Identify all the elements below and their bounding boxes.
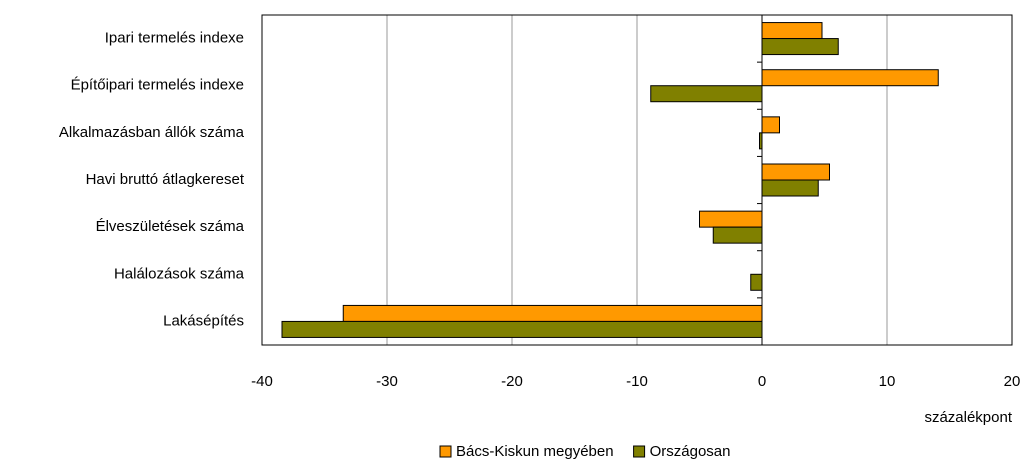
bar bbox=[761, 116, 780, 134]
bar bbox=[761, 22, 823, 40]
bar bbox=[761, 163, 830, 181]
legend-label: Országosan bbox=[650, 443, 731, 460]
y-tick-label: Ipari termelés indexe bbox=[105, 30, 244, 47]
y-tick-label: Élveszületések száma bbox=[96, 218, 245, 235]
legend-swatch bbox=[633, 445, 646, 458]
bar bbox=[761, 69, 939, 87]
bar bbox=[761, 179, 819, 197]
bar bbox=[761, 38, 839, 56]
bar bbox=[650, 85, 763, 103]
y-tick-label: Lakásépítés bbox=[163, 312, 244, 329]
legend-label: Bács-Kiskun megyében bbox=[456, 443, 614, 460]
bar bbox=[750, 273, 763, 291]
x-tick-label: -40 bbox=[251, 373, 273, 390]
legend-swatch bbox=[439, 445, 452, 458]
x-tick-label: -10 bbox=[626, 373, 648, 390]
x-tick-label: -20 bbox=[501, 373, 523, 390]
x-tick-label: 0 bbox=[758, 373, 766, 390]
x-tick-label: -30 bbox=[376, 373, 398, 390]
bar bbox=[281, 320, 763, 338]
y-tick-label: Halálozások száma bbox=[114, 265, 245, 282]
y-tick-label: Építőipari termelés indexe bbox=[71, 77, 244, 94]
bar bbox=[699, 210, 763, 228]
x-tick-label: 10 bbox=[879, 373, 896, 390]
y-tick-label: Alkalmazásban állók száma bbox=[59, 124, 245, 141]
y-tick-label: Havi bruttó átlagkereset bbox=[86, 171, 245, 188]
plot-frame bbox=[261, 14, 1013, 346]
bar bbox=[712, 226, 763, 244]
bar bbox=[342, 304, 763, 322]
x-axis-label: százalékpont bbox=[924, 409, 1012, 426]
x-tick-label: 20 bbox=[1004, 373, 1021, 390]
